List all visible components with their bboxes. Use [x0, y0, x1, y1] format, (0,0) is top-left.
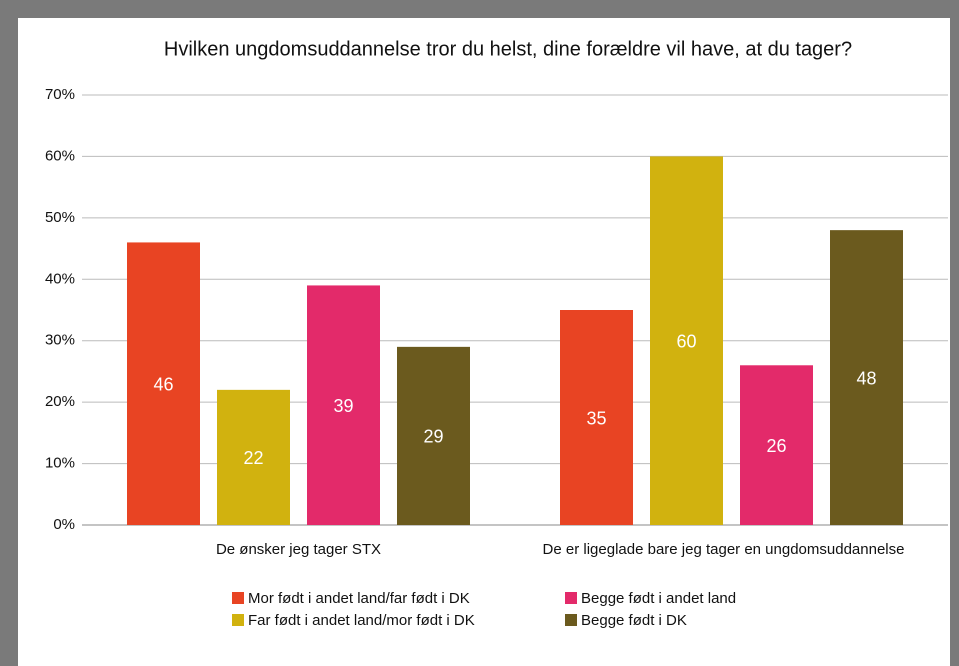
y-tick-label: 70% [45, 86, 75, 103]
bar [397, 346, 470, 525]
bar [650, 156, 723, 525]
data-label: 39 [333, 396, 353, 416]
legend-label: Begge født i andet land [581, 590, 736, 607]
legend-label: Mor født i andet land/far født i DK [248, 590, 470, 607]
bar [740, 365, 813, 525]
y-tick-label: 30% [45, 332, 75, 349]
bar [127, 242, 200, 525]
bar [307, 285, 380, 525]
y-tick-label: 20% [45, 393, 75, 410]
data-label: 29 [423, 427, 443, 447]
data-label: 26 [766, 436, 786, 456]
data-label: 60 [676, 331, 696, 351]
y-tick-label: 50% [45, 209, 75, 226]
data-label: 35 [586, 408, 606, 428]
data-label: 22 [243, 448, 263, 468]
data-label: 48 [856, 368, 876, 388]
legend-swatch [232, 614, 244, 626]
x-tick-label: De ønsker jeg tager STX [216, 541, 381, 558]
bar [830, 230, 903, 525]
chart-title: Hvilken ungdomsuddannelse tror du helst,… [164, 38, 852, 60]
y-tick-label: 40% [45, 270, 75, 287]
bar [560, 310, 633, 525]
legend-label: Far født i andet land/mor født i DK [248, 612, 475, 629]
y-tick-label: 10% [45, 455, 75, 472]
y-tick-label: 0% [53, 516, 75, 533]
legend-label: Begge født i DK [581, 612, 687, 629]
bar [217, 389, 290, 525]
y-tick-label: 60% [45, 147, 75, 164]
x-tick-label: De er ligeglade bare jeg tager en ungdom… [543, 541, 905, 558]
legend-swatch [232, 592, 244, 604]
data-label: 46 [153, 374, 173, 394]
legend-swatch [565, 592, 577, 604]
legend-swatch [565, 614, 577, 626]
